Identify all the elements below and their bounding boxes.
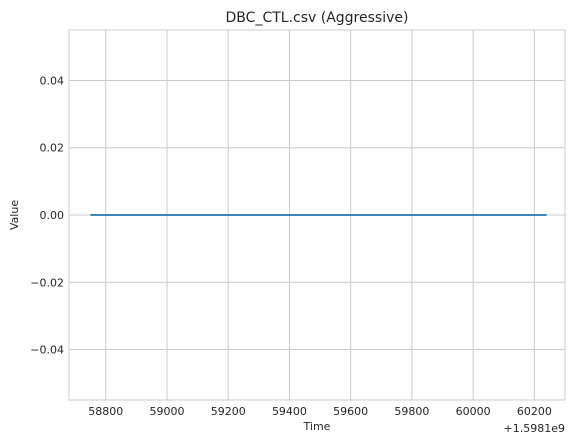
x-offset-label: +1.5981e9	[504, 422, 565, 435]
x-tick-label: 59800	[394, 405, 429, 418]
x-tick-label: 60000	[456, 405, 491, 418]
x-tick-labels: 58800 59000 59200 59400 59600 59800 60000 60200	[88, 405, 552, 418]
y-tick-label: −0.04	[30, 344, 64, 357]
plot-frame	[68, 29, 566, 401]
x-tick-label: 60200	[517, 405, 552, 418]
y-tick-label: 0.02	[40, 142, 65, 155]
x-tick-label: 59400	[272, 405, 307, 418]
y-tick-labels: −0.04 −0.02 0.00 0.02 0.04	[30, 74, 64, 356]
x-tick-label: 58800	[88, 405, 123, 418]
y-tick-label: 0.00	[40, 209, 65, 222]
x-tick-label: 59200	[211, 405, 246, 418]
x-tick-label: 59000	[149, 405, 184, 418]
x-tick-label: 59600	[333, 405, 368, 418]
chart-title: DBC_CTL.csv (Aggressive)	[226, 10, 409, 26]
y-axis-label: Value	[8, 200, 21, 230]
x-axis-label: Time	[303, 420, 331, 433]
y-tick-label: 0.04	[40, 74, 65, 87]
y-tick-label: −0.02	[30, 276, 64, 289]
